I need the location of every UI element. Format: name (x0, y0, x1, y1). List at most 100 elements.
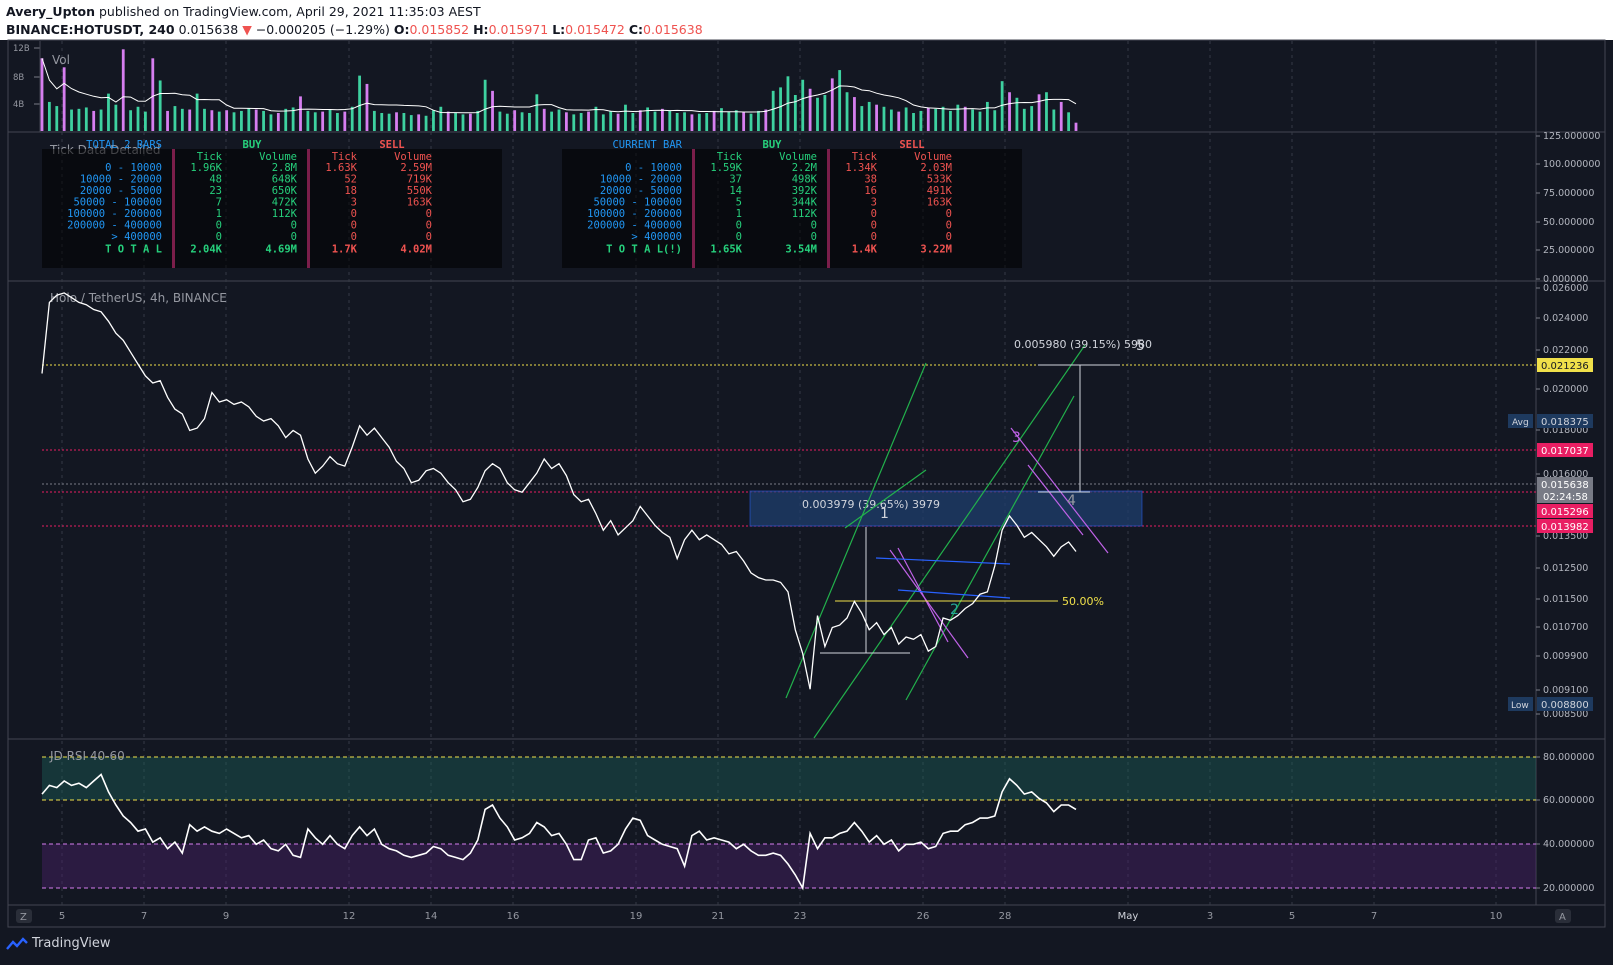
volume-bar (313, 112, 317, 131)
channel-line-2 (813, 344, 1086, 739)
table-cell: 1.63K (325, 162, 357, 174)
table-cell: 20000 - 50000 (80, 185, 162, 197)
volume-bar (816, 97, 819, 131)
volume-bar (668, 110, 672, 131)
publisher-name[interactable]: Avery_Upton (6, 4, 95, 19)
table-col-header: Volume (259, 151, 297, 163)
low-tag-label: Low (1511, 701, 1529, 711)
volume-title: Vol (52, 53, 70, 67)
measure-top-label: 0.005980 (39.15%) 5980 (1014, 338, 1152, 351)
chart-frame (7, 39, 1606, 928)
volume-bar (299, 96, 302, 131)
volume-bar (528, 113, 531, 131)
volume-bar (520, 112, 524, 131)
volume-bar (542, 108, 546, 131)
axis-tick-label: 0.010700 (1543, 622, 1588, 633)
volume-bar (372, 110, 376, 131)
volume-bar (491, 90, 494, 131)
volume-bar (99, 109, 103, 131)
volume-bar (616, 113, 620, 131)
table-col-header: Tick (197, 151, 223, 163)
current-bar-table: CURRENT BAR BUY SELL Tick Volume Tick Volume 0 … (562, 139, 1022, 268)
channel-line-4 (844, 469, 927, 529)
axis-tick-label: 0.011500 (1543, 594, 1588, 605)
table-cell: 0 (351, 220, 357, 232)
zoom-button-label: Z (20, 912, 27, 923)
time-tick-label: 7 (1371, 911, 1377, 922)
table-cell: 498K (792, 174, 818, 186)
price-series-line (41, 292, 1077, 690)
time-tick-label: 5 (1289, 911, 1295, 922)
time-tick-label: 19 (630, 911, 643, 922)
volume-bar (92, 110, 96, 131)
volume-bar (402, 113, 406, 131)
fib-50-label: 50.00% (1062, 595, 1104, 608)
axis-tick-label: 0.026000 (1543, 283, 1588, 294)
rsi-overbought-zone (42, 757, 1536, 800)
volume-bar (306, 110, 310, 131)
time-tick-label: 12 (343, 911, 356, 922)
tick-axis: 125.000000 100.000000 75.000000 50.000000 25… (1536, 131, 1600, 285)
volume-bar (225, 110, 229, 131)
table-cell: 0 (426, 208, 432, 220)
table-cell: 0 (811, 231, 817, 243)
table-cell: 3 (871, 197, 877, 209)
axis-tick-label: 0.013500 (1543, 531, 1588, 542)
channel-line-1 (785, 362, 927, 699)
table-total-cell: 2.04K (190, 244, 222, 256)
table-background (562, 149, 1022, 268)
volume-bar (210, 110, 214, 131)
table-cell: 0 - 10000 (625, 162, 682, 174)
table-cell: 0 (426, 231, 432, 243)
volume-bar (823, 95, 827, 131)
table-col-header: Volume (914, 151, 952, 163)
table-cell: 0 (871, 231, 877, 243)
volume-bar (557, 109, 561, 131)
volume-bar (889, 109, 893, 131)
wedge-line-4 (1027, 464, 1084, 536)
time-tick-label: 5 (59, 911, 65, 922)
rsi-title: JD RSI 40-60 (49, 749, 125, 763)
table-cell: 550K (407, 185, 433, 197)
table-cell: 0 (291, 220, 297, 232)
volume-bar (867, 101, 871, 131)
table-cell: 0 (871, 220, 877, 232)
volume-bar (941, 106, 945, 131)
volume-bar (801, 79, 805, 131)
auto-scale-button-label: A (1559, 912, 1566, 923)
volume-bar (40, 58, 44, 131)
red-level-value-3: 0.013982 (1541, 522, 1589, 533)
axis-tick-label: 0.000000 (1543, 274, 1588, 285)
auto-scale-button[interactable] (1555, 909, 1571, 923)
volume-bar (764, 109, 768, 131)
volume-bar (269, 114, 273, 131)
table-cell: 1.34K (845, 162, 877, 174)
table-cell: 2.8M (272, 162, 297, 174)
volume-bar (424, 115, 428, 131)
volume-bar (121, 49, 125, 131)
blue-trend-line-2 (897, 589, 1011, 599)
table-cell: 37 (729, 174, 742, 186)
table-total-cell: 1.7K (332, 244, 358, 256)
table-cell: 0 (871, 208, 877, 220)
volume-bar (395, 112, 398, 131)
measure-box[interactable] (749, 490, 1143, 527)
low-label: L: (552, 22, 566, 37)
tradingview-footer[interactable]: TradingView (6, 936, 111, 951)
publish-header: Avery_Upton published on TradingView.com… (0, 0, 1613, 40)
volume-bar (934, 108, 938, 131)
volume-bar (358, 75, 361, 131)
volume-bar (535, 94, 539, 131)
table-divider (827, 149, 830, 268)
time-tick-label: 26 (917, 911, 930, 922)
volume-bar (897, 111, 901, 131)
time-tick-label: 16 (507, 911, 520, 922)
table-divider (307, 149, 310, 268)
volume-bar (675, 113, 679, 131)
table-total-cell: 1.65K (710, 244, 742, 256)
volume-bar (742, 112, 746, 131)
zoom-button[interactable] (16, 909, 32, 923)
volume-bar (461, 114, 465, 131)
axis-tick-label: 0.016000 (1543, 469, 1588, 480)
